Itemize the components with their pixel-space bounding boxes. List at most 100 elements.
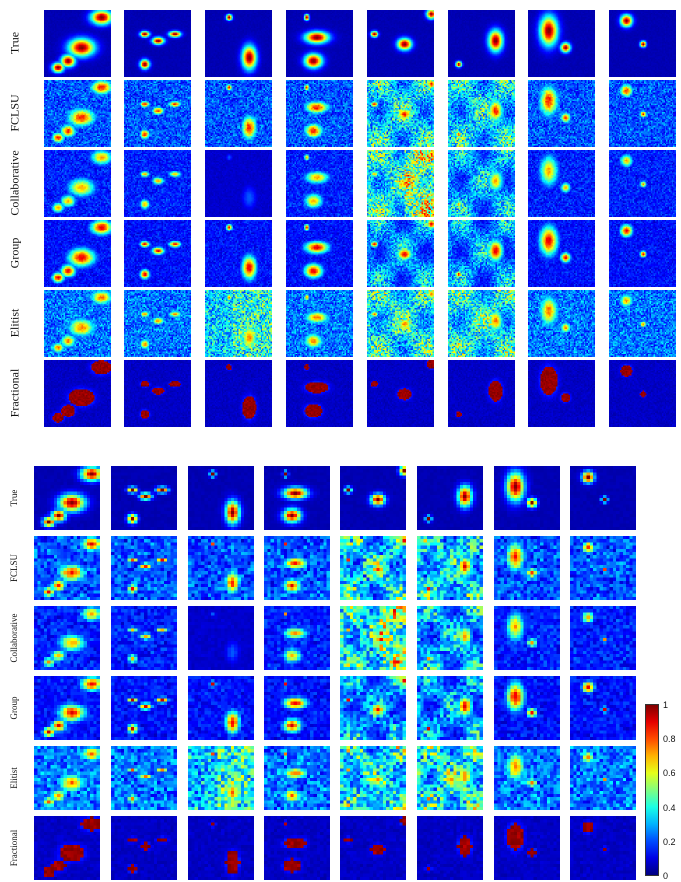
abundance-map-cell [417,676,483,740]
abundance-map-canvas [44,150,111,217]
abundance-map-canvas [367,220,434,287]
abundance-map-canvas [494,536,560,600]
abundance-map-canvas [570,816,636,880]
abundance-map-canvas [367,80,434,147]
abundance-map-cell [367,80,434,147]
abundance-map-canvas [570,746,636,810]
abundance-map-cell [448,150,515,217]
abundance-map-cell [34,746,100,810]
abundance-map-canvas [609,360,676,427]
abundance-map-canvas [264,466,330,530]
abundance-map-canvas [340,606,406,670]
abundance-map-canvas [528,10,595,77]
abundance-map-canvas [417,676,483,740]
abundance-map-cell [494,466,560,530]
abundance-map-canvas [417,466,483,530]
abundance-map-canvas [340,816,406,880]
abundance-map-cell [124,10,191,77]
abundance-map-cell [205,80,272,147]
abundance-map-canvas [264,676,330,740]
bottom-row-label: True [9,489,19,507]
abundance-map-canvas [528,360,595,427]
abundance-map-canvas [44,360,111,427]
abundance-map-cell [528,150,595,217]
abundance-map-canvas [340,746,406,810]
abundance-map-cell [205,150,272,217]
abundance-map-cell [448,290,515,357]
abundance-map-cell [340,536,406,600]
abundance-map-cell [264,606,330,670]
abundance-map-canvas [417,536,483,600]
colorbar-tick-label: 0.6 [663,768,676,778]
abundance-map-canvas [448,10,515,77]
abundance-map-cell [609,220,676,287]
abundance-map-canvas [286,220,353,287]
abundance-map-cell [340,606,406,670]
abundance-map-canvas [34,606,100,670]
abundance-map-canvas [124,290,191,357]
abundance-map-cell [44,150,111,217]
abundance-map-canvas [417,816,483,880]
abundance-map-cell [264,466,330,530]
abundance-map-cell [494,676,560,740]
abundance-map-canvas [367,360,434,427]
abundance-map-canvas [609,220,676,287]
top-row-label: Fractional [7,368,22,418]
abundance-map-canvas [340,466,406,530]
abundance-map-cell [124,220,191,287]
abundance-map-canvas [367,290,434,357]
abundance-map-cell [124,360,191,427]
abundance-map-canvas [44,10,111,77]
abundance-map-cell [448,10,515,77]
top-row-label: True [7,31,22,55]
abundance-map-cell [34,816,100,880]
abundance-map-cell [367,10,434,77]
abundance-map-cell [188,746,254,810]
abundance-map-cell [570,816,636,880]
abundance-map-cell [188,606,254,670]
abundance-map-cell [34,466,100,530]
abundance-map-cell [44,80,111,147]
abundance-map-cell [609,10,676,77]
abundance-map-canvas [34,816,100,880]
abundance-map-canvas [205,10,272,77]
abundance-map-canvas [34,746,100,810]
abundance-map-cell [609,150,676,217]
abundance-map-canvas [188,676,254,740]
abundance-map-cell [528,10,595,77]
abundance-map-canvas [340,536,406,600]
abundance-map-canvas [570,536,636,600]
abundance-map-canvas [609,150,676,217]
abundance-map-cell [367,290,434,357]
abundance-map-canvas [188,746,254,810]
abundance-map-cell [494,816,560,880]
abundance-map-canvas [205,360,272,427]
abundance-map-cell [34,606,100,670]
abundance-map-canvas [44,80,111,147]
abundance-map-canvas [448,220,515,287]
colorbar-tick-label: 0.8 [663,734,676,744]
abundance-map-cell [448,80,515,147]
abundance-map-canvas [205,80,272,147]
abundance-map-cell [188,536,254,600]
colorbar-tick-label: 0 [663,871,669,881]
abundance-map-canvas [609,80,676,147]
abundance-map-canvas [111,536,177,600]
abundance-map-cell [124,290,191,357]
abundance-map-cell [188,816,254,880]
abundance-map-canvas [417,746,483,810]
bottom-row-label: FCLSU [9,553,19,583]
abundance-map-canvas [528,80,595,147]
abundance-map-cell [188,466,254,530]
bottom-row-label: Group [9,696,19,720]
abundance-map-cell [528,80,595,147]
abundance-map-canvas [528,290,595,357]
abundance-map-canvas [188,816,254,880]
abundance-map-cell [570,536,636,600]
abundance-map-canvas [570,676,636,740]
abundance-map-canvas [286,80,353,147]
abundance-map-cell [417,536,483,600]
abundance-map-canvas [188,536,254,600]
abundance-map-canvas [494,606,560,670]
abundance-map-canvas [448,150,515,217]
